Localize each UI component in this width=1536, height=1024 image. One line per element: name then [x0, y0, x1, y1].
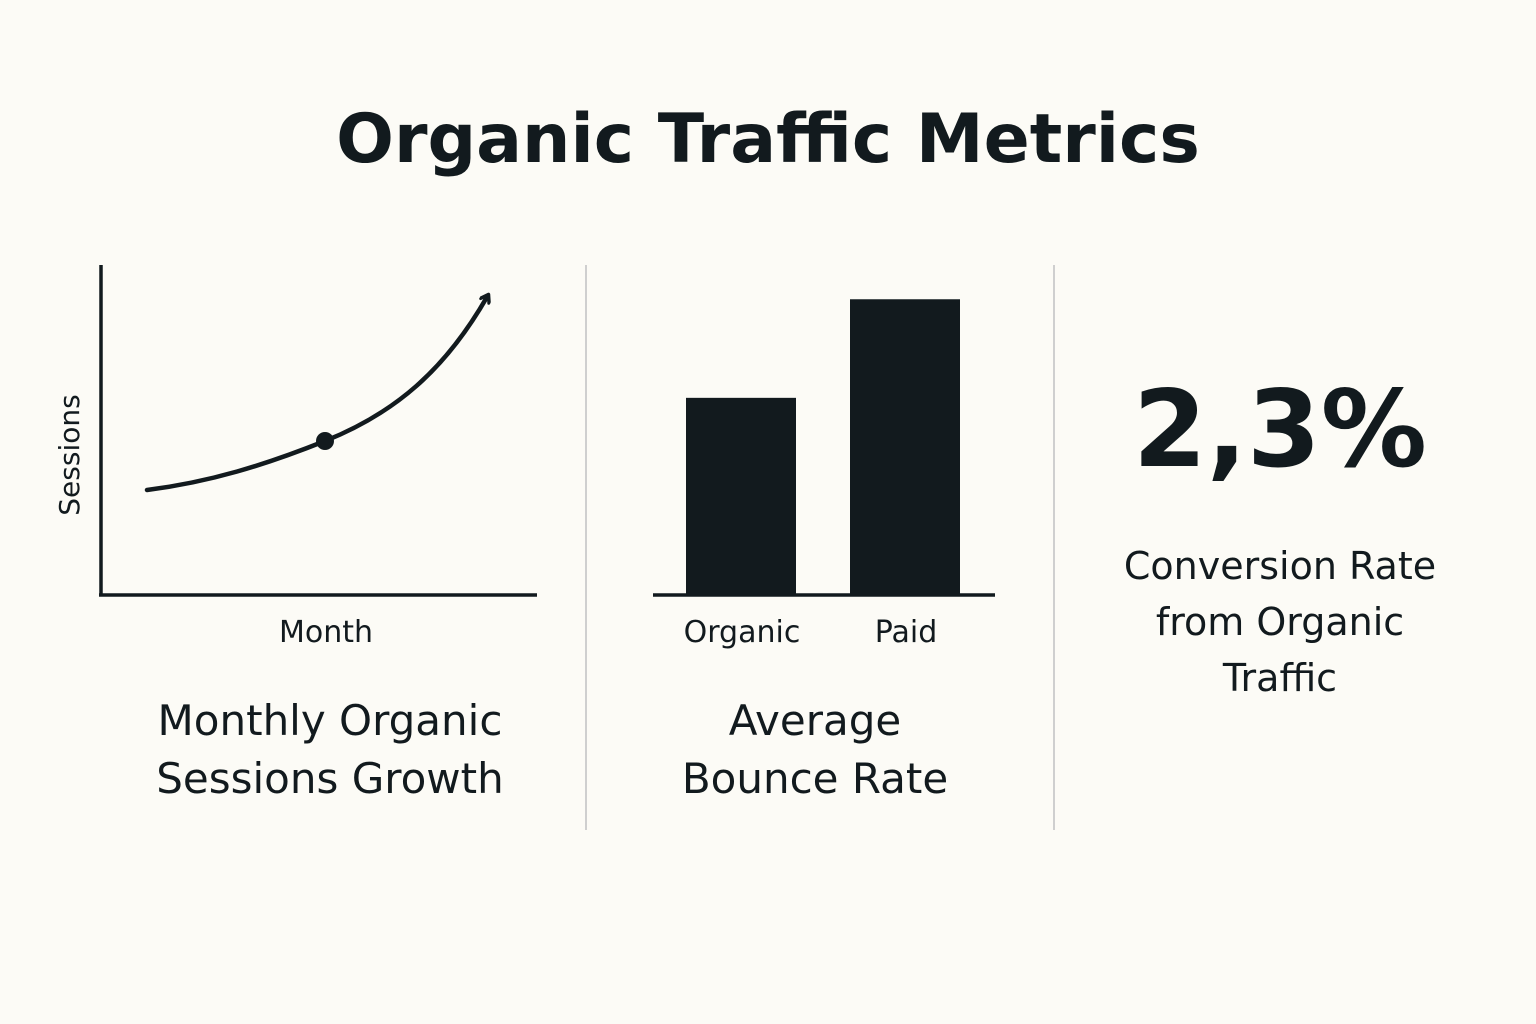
conversion-rate-label: Conversion Rate from Organic Traffic: [1085, 538, 1475, 706]
sessions-growth-title: Monthly Organic Sessions Growth: [156, 696, 504, 803]
bar-organic: [686, 397, 796, 595]
bar-label-organic: Organic: [684, 615, 801, 650]
conversion-label-line-2: from Organic: [1155, 600, 1405, 644]
bar-label-paid: Paid: [875, 615, 938, 650]
conversion-rate-value: 2,3%: [1133, 368, 1427, 491]
bounce-rate-title: Average Bounce Rate: [681, 696, 949, 803]
sessions-growth-caption: Monthly Organic Sessions Growth: [100, 692, 560, 808]
page-title: Organic Traffic Metrics: [336, 100, 1200, 179]
bar-paid: [850, 299, 960, 595]
bounce-rate-caption: Average Bounce Rate: [645, 692, 985, 808]
trend-point: [316, 432, 334, 450]
divider-right: [1053, 265, 1055, 830]
x-axis-label: Month: [279, 615, 373, 650]
conversion-label-line-3: Traffic: [1222, 656, 1338, 700]
sessions-trend-line: [144, 297, 487, 493]
divider-left: [585, 265, 587, 830]
conversion-label-line-1: Conversion Rate: [1123, 544, 1437, 588]
y-axis-label: Sessions: [53, 394, 86, 515]
